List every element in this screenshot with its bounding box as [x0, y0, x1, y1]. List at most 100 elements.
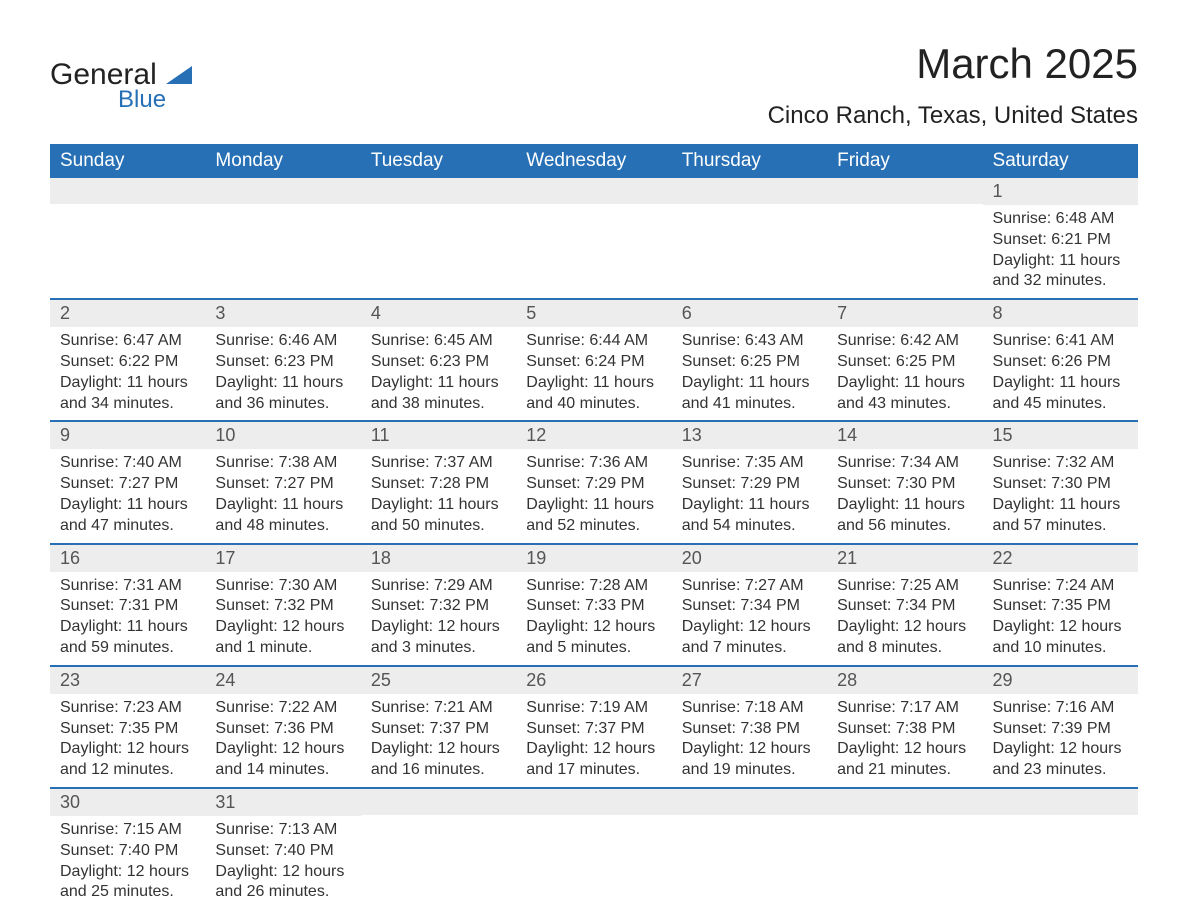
sunrise-line: Sunrise: 6:46 AM	[215, 331, 350, 352]
calendar-day-cell: 7Sunrise: 6:42 AMSunset: 6:25 PMDaylight…	[827, 299, 982, 421]
sunrise-line: Sunrise: 7:35 AM	[682, 453, 817, 474]
calendar-day-cell	[205, 178, 360, 299]
sunset-line: Sunset: 7:38 PM	[682, 719, 817, 740]
day-number: 25	[361, 667, 516, 694]
day-content	[205, 204, 360, 266]
daylight2-line: and 7 minutes.	[682, 638, 817, 659]
daylight1-line: Daylight: 11 hours	[215, 373, 350, 394]
calendar-header-row: Sunday Monday Tuesday Wednesday Thursday…	[50, 144, 1138, 178]
daylight2-line: and 17 minutes.	[526, 760, 661, 781]
daylight1-line: Daylight: 11 hours	[837, 373, 972, 394]
day-content: Sunrise: 6:46 AMSunset: 6:23 PMDaylight:…	[205, 327, 360, 420]
sunrise-line: Sunrise: 7:32 AM	[993, 453, 1128, 474]
day-content: Sunrise: 7:18 AMSunset: 7:38 PMDaylight:…	[672, 694, 827, 787]
calendar-week-row: 16Sunrise: 7:31 AMSunset: 7:31 PMDayligh…	[50, 544, 1138, 666]
sunrise-line: Sunrise: 7:22 AM	[215, 698, 350, 719]
calendar-day-cell: 13Sunrise: 7:35 AMSunset: 7:29 PMDayligh…	[672, 421, 827, 543]
day-number	[827, 789, 982, 815]
calendar-day-cell: 1Sunrise: 6:48 AMSunset: 6:21 PMDaylight…	[983, 178, 1138, 299]
calendar-day-cell: 23Sunrise: 7:23 AMSunset: 7:35 PMDayligh…	[50, 666, 205, 788]
day-content: Sunrise: 7:19 AMSunset: 7:37 PMDaylight:…	[516, 694, 671, 787]
day-content: Sunrise: 6:41 AMSunset: 6:26 PMDaylight:…	[983, 327, 1138, 420]
day-number: 1	[983, 178, 1138, 205]
sunrise-line: Sunrise: 7:25 AM	[837, 576, 972, 597]
sunset-line: Sunset: 7:35 PM	[993, 596, 1128, 617]
weekday-header: Monday	[205, 144, 360, 178]
daylight1-line: Daylight: 12 hours	[993, 739, 1128, 760]
daylight2-line: and 48 minutes.	[215, 516, 350, 537]
sunset-line: Sunset: 7:37 PM	[371, 719, 506, 740]
daylight1-line: Daylight: 11 hours	[993, 495, 1128, 516]
daylight1-line: Daylight: 11 hours	[60, 617, 195, 638]
day-number	[50, 178, 205, 204]
sunset-line: Sunset: 6:23 PM	[371, 352, 506, 373]
sunset-line: Sunset: 7:28 PM	[371, 474, 506, 495]
sunset-line: Sunset: 7:29 PM	[526, 474, 661, 495]
sunset-line: Sunset: 6:25 PM	[682, 352, 817, 373]
calendar-day-cell: 4Sunrise: 6:45 AMSunset: 6:23 PMDaylight…	[361, 299, 516, 421]
day-content	[516, 204, 671, 266]
day-number: 23	[50, 667, 205, 694]
calendar-week-row: 2Sunrise: 6:47 AMSunset: 6:22 PMDaylight…	[50, 299, 1138, 421]
sunset-line: Sunset: 7:27 PM	[60, 474, 195, 495]
daylight2-line: and 19 minutes.	[682, 760, 817, 781]
daylight2-line: and 3 minutes.	[371, 638, 506, 659]
sunset-line: Sunset: 7:37 PM	[526, 719, 661, 740]
day-number	[516, 789, 671, 815]
sunset-line: Sunset: 7:35 PM	[60, 719, 195, 740]
daylight2-line: and 23 minutes.	[993, 760, 1128, 781]
weekday-header: Friday	[827, 144, 982, 178]
calendar-day-cell	[361, 178, 516, 299]
weekday-header: Wednesday	[516, 144, 671, 178]
daylight1-line: Daylight: 12 hours	[682, 739, 817, 760]
sunrise-line: Sunrise: 7:16 AM	[993, 698, 1128, 719]
daylight2-line: and 54 minutes.	[682, 516, 817, 537]
sunrise-line: Sunrise: 7:15 AM	[60, 820, 195, 841]
day-content	[672, 204, 827, 266]
day-number: 22	[983, 545, 1138, 572]
daylight1-line: Daylight: 11 hours	[60, 495, 195, 516]
daylight1-line: Daylight: 11 hours	[371, 495, 506, 516]
sunset-line: Sunset: 7:32 PM	[215, 596, 350, 617]
daylight1-line: Daylight: 12 hours	[837, 739, 972, 760]
day-number: 5	[516, 300, 671, 327]
sunrise-line: Sunrise: 7:31 AM	[60, 576, 195, 597]
day-content: Sunrise: 7:24 AMSunset: 7:35 PMDaylight:…	[983, 572, 1138, 665]
day-content: Sunrise: 7:28 AMSunset: 7:33 PMDaylight:…	[516, 572, 671, 665]
day-content: Sunrise: 7:15 AMSunset: 7:40 PMDaylight:…	[50, 816, 205, 909]
sunset-line: Sunset: 7:33 PM	[526, 596, 661, 617]
calendar-day-cell	[361, 788, 516, 909]
month-title: March 2025	[768, 40, 1138, 88]
daylight2-line: and 41 minutes.	[682, 394, 817, 415]
daylight1-line: Daylight: 11 hours	[837, 495, 972, 516]
daylight2-line: and 12 minutes.	[60, 760, 195, 781]
day-content: Sunrise: 6:47 AMSunset: 6:22 PMDaylight:…	[50, 327, 205, 420]
day-content	[361, 204, 516, 266]
sunrise-line: Sunrise: 7:40 AM	[60, 453, 195, 474]
daylight2-line: and 52 minutes.	[526, 516, 661, 537]
day-content: Sunrise: 6:42 AMSunset: 6:25 PMDaylight:…	[827, 327, 982, 420]
daylight2-line: and 59 minutes.	[60, 638, 195, 659]
calendar-day-cell: 21Sunrise: 7:25 AMSunset: 7:34 PMDayligh…	[827, 544, 982, 666]
day-content: Sunrise: 7:37 AMSunset: 7:28 PMDaylight:…	[361, 449, 516, 542]
daylight2-line: and 5 minutes.	[526, 638, 661, 659]
day-number: 7	[827, 300, 982, 327]
day-number: 6	[672, 300, 827, 327]
day-content	[827, 815, 982, 877]
daylight2-line: and 32 minutes.	[993, 271, 1128, 292]
day-content: Sunrise: 7:27 AMSunset: 7:34 PMDaylight:…	[672, 572, 827, 665]
sunrise-line: Sunrise: 7:29 AM	[371, 576, 506, 597]
daylight2-line: and 40 minutes.	[526, 394, 661, 415]
day-content: Sunrise: 7:31 AMSunset: 7:31 PMDaylight:…	[50, 572, 205, 665]
calendar-day-cell: 19Sunrise: 7:28 AMSunset: 7:33 PMDayligh…	[516, 544, 671, 666]
sunset-line: Sunset: 7:34 PM	[837, 596, 972, 617]
sunrise-line: Sunrise: 6:45 AM	[371, 331, 506, 352]
daylight1-line: Daylight: 12 hours	[993, 617, 1128, 638]
day-content	[983, 815, 1138, 877]
daylight2-line: and 47 minutes.	[60, 516, 195, 537]
daylight1-line: Daylight: 12 hours	[837, 617, 972, 638]
day-content: Sunrise: 7:30 AMSunset: 7:32 PMDaylight:…	[205, 572, 360, 665]
day-content: Sunrise: 7:23 AMSunset: 7:35 PMDaylight:…	[50, 694, 205, 787]
daylight2-line: and 8 minutes.	[837, 638, 972, 659]
daylight1-line: Daylight: 11 hours	[215, 495, 350, 516]
